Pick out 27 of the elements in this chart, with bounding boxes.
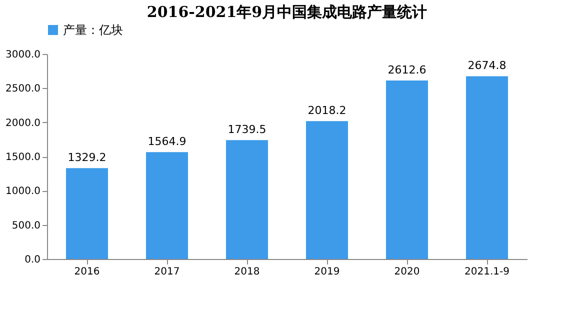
y-tick-label: 0.0: [24, 254, 40, 266]
bar: [226, 140, 268, 259]
y-tick-label: 500.0: [12, 220, 40, 232]
y-tick-label: 1000.0: [6, 186, 40, 198]
x-tick-label: 2020: [394, 266, 420, 278]
x-tick-label: 2019: [314, 266, 340, 278]
bar: [466, 76, 508, 259]
x-tick-label: 2021.1-9: [464, 266, 510, 278]
bar: [66, 168, 108, 259]
y-tick-label: 1500.0: [6, 152, 40, 163]
chart-title: 2016-2021年9月中国集成电路产量统计: [146, 3, 428, 21]
x-tick-label: 2017: [154, 266, 180, 278]
y-tick-label: 3000.0: [6, 50, 40, 60]
bar: [306, 121, 348, 259]
x-tick-label: 2016: [74, 266, 100, 278]
data-label: 2018.2: [308, 104, 346, 118]
bar: [386, 80, 428, 259]
data-label: 1739.5: [228, 123, 266, 136]
data-label: 2612.6: [388, 63, 426, 76]
data-label: 1564.9: [148, 135, 186, 148]
legend-label: 产量：亿块: [63, 23, 123, 37]
data-label: 2674.8: [468, 59, 506, 72]
data-label: 1329.2: [68, 151, 106, 164]
y-tick-label: 2500.0: [6, 84, 40, 95]
x-tick-label: 2018: [234, 266, 260, 278]
y-tick-label: 2000.0: [6, 118, 40, 129]
bar: [146, 152, 188, 259]
